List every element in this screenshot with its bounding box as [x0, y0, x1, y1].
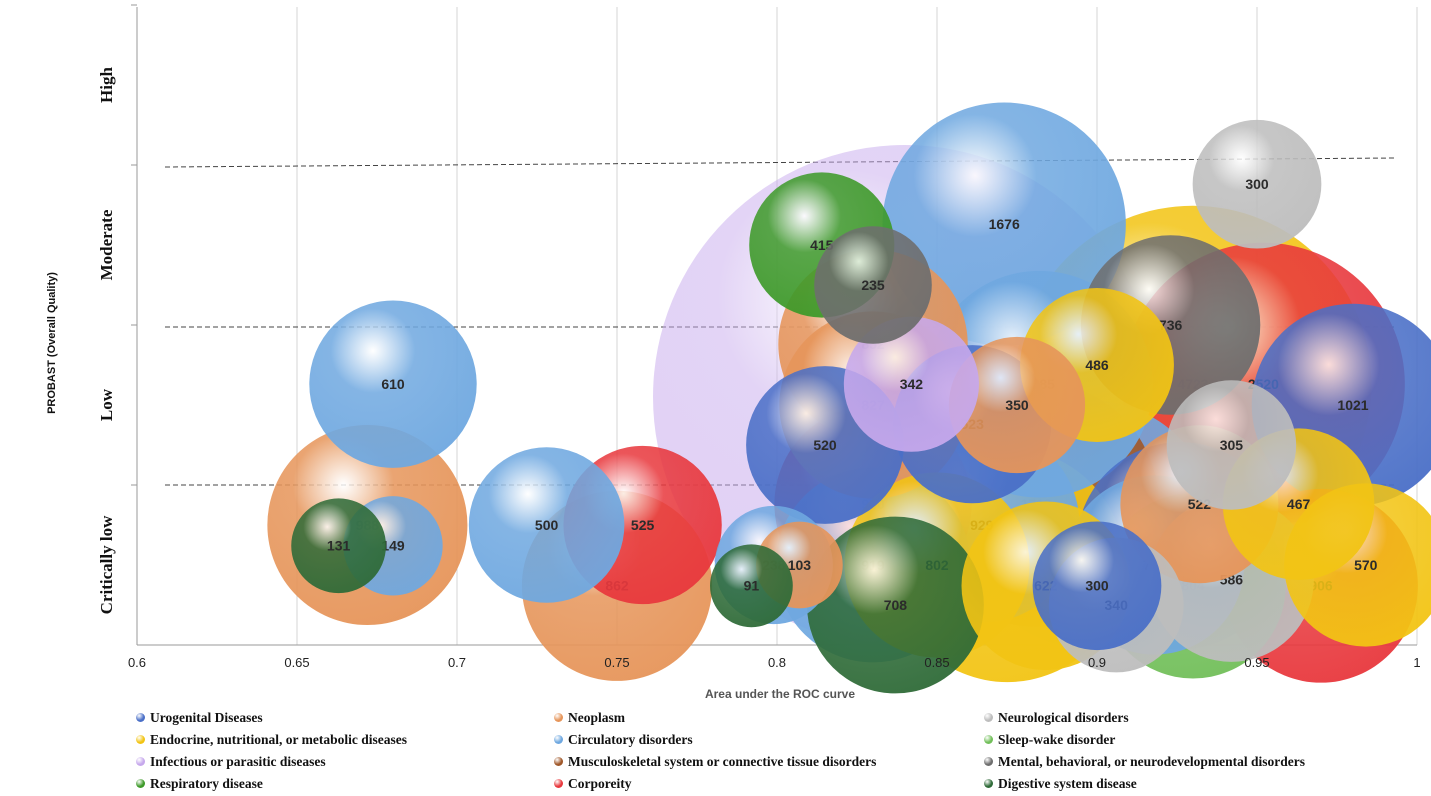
legend-marker	[554, 757, 563, 766]
bubble-label: 1676	[989, 216, 1020, 232]
x-tick-label: 0.8	[768, 655, 786, 670]
legend-marker	[984, 779, 993, 788]
bubble-digestive	[291, 498, 386, 594]
bubble-label: 350	[1005, 397, 1029, 413]
bubble-neuro	[1166, 380, 1297, 510]
bubble-label: 300	[1245, 176, 1269, 192]
bubble-label: 708	[884, 597, 908, 613]
y-axis-label: PROBAST (Overall Quality)	[46, 272, 58, 414]
legend-item-neuro: Neurological disorders	[984, 708, 1424, 727]
legend-label: Urogenital Diseases	[150, 709, 263, 725]
bubble-chart: 12,0004723252017781713167615121385108710…	[46, 4, 1431, 701]
x-tick-label: 1	[1413, 655, 1420, 670]
y-tick-label: Low	[97, 388, 116, 421]
bubble-label: 500	[535, 517, 559, 533]
legend-item-urogenital: Urogenital Diseases	[136, 708, 554, 727]
x-tick-label: 0.85	[924, 655, 949, 670]
x-tick-label: 0.7	[448, 655, 466, 670]
legend-marker	[136, 757, 145, 766]
bubble-neoplasm	[948, 336, 1086, 474]
x-axis-label: Area under the ROC curve	[705, 687, 855, 701]
legend-label: Endocrine, nutritional, or metabolic dis…	[150, 731, 408, 747]
bubble-label: 305	[1220, 437, 1244, 453]
bubble-label: 91	[744, 578, 760, 594]
bubble-label: 300	[1085, 578, 1109, 594]
bubbles: 12,0004723252017781713167615121385108710…	[267, 102, 1431, 694]
bubble-urogenital	[1032, 521, 1162, 651]
legend-marker	[554, 735, 563, 744]
legend-marker	[136, 779, 145, 788]
x-tick-label: 0.75	[604, 655, 629, 670]
bubble-label: 1021	[1337, 397, 1368, 413]
bubble-circulatory	[309, 300, 477, 468]
x-tick-label: 0.9	[1088, 655, 1106, 670]
bubble-circulatory	[468, 447, 625, 603]
bubble-label: 149	[381, 538, 405, 554]
bubble-label: 486	[1085, 357, 1109, 373]
bubble-label: 467	[1287, 496, 1311, 512]
legend-label: Circulatory disorders	[568, 731, 693, 747]
legend-item-corporeity: Corporeity	[554, 774, 984, 793]
legend-marker	[984, 713, 993, 722]
bubble-digestive	[806, 516, 984, 694]
y-tick-labels: Critically low Low Moderate High	[97, 67, 116, 615]
legend-item-sleep: Sleep-wake disorder	[984, 730, 1424, 749]
bubble-label: 520	[813, 437, 837, 453]
x-tick-labels: 0.6 0.65 0.7 0.75 0.8 0.85 0.9 0.95 1	[128, 655, 1421, 670]
legend: Urogenital Diseases Neoplasm Neurological …	[136, 708, 1426, 793]
bubble-label: 235	[861, 277, 885, 293]
y-tick-label: Moderate	[97, 209, 116, 280]
legend-label: Digestive system disease	[998, 775, 1137, 791]
bubble-label: 103	[788, 557, 812, 573]
legend-item-infectious: Infectious or parasitic diseases	[136, 752, 554, 771]
bubble-label: 131	[327, 538, 351, 554]
legend-marker	[554, 779, 563, 788]
y-tick-label: High	[97, 67, 116, 103]
legend-item-neoplasm: Neoplasm	[554, 708, 984, 727]
legend-label: Corporeity	[568, 775, 632, 791]
legend-item-circulatory: Circulatory disorders	[554, 730, 984, 749]
legend-item-respiratory: Respiratory disease	[136, 774, 554, 793]
bubble-label: 570	[1354, 557, 1378, 573]
y-tick-marks	[131, 4, 137, 486]
legend-label: Respiratory disease	[150, 775, 263, 791]
bubble-infectious	[843, 316, 979, 452]
legend-marker	[136, 735, 145, 744]
legend-marker	[554, 713, 563, 722]
legend-label: Neoplasm	[568, 709, 625, 725]
legend-label: Sleep-wake disorder	[998, 731, 1116, 747]
divider-moderate-high	[164, 157, 1396, 168]
bubble-label: 525	[631, 517, 655, 533]
legend-item-endocrine: Endocrine, nutritional, or metabolic dis…	[136, 730, 554, 749]
y-tick-label: Critically low	[97, 515, 116, 614]
legend-label: Neurological disorders	[998, 709, 1129, 725]
bubble-neuro	[1192, 119, 1322, 249]
legend-label: Mental, behavioral, or neurodevelopmenta…	[998, 753, 1305, 769]
x-tick-label: 0.6	[128, 655, 146, 670]
legend-marker	[136, 713, 145, 722]
x-tick-label: 0.95	[1244, 655, 1269, 670]
bubble-digestive	[710, 544, 793, 628]
legend-label: Infectious or parasitic diseases	[150, 753, 326, 769]
bubble-mental	[814, 226, 932, 344]
legend-item-musculo: Musculoskeletal system or connective tis…	[554, 752, 984, 771]
legend-item-digestive: Digestive system disease	[984, 774, 1424, 793]
legend-item-mental: Mental, behavioral, or neurodevelopmenta…	[984, 752, 1424, 771]
legend-label: Musculoskeletal system or connective tis…	[568, 753, 877, 769]
x-tick-label: 0.65	[284, 655, 309, 670]
legend-marker	[984, 757, 993, 766]
bubble-label: 342	[900, 376, 924, 392]
bubble-label: 610	[381, 376, 405, 392]
legend-marker	[984, 735, 993, 744]
